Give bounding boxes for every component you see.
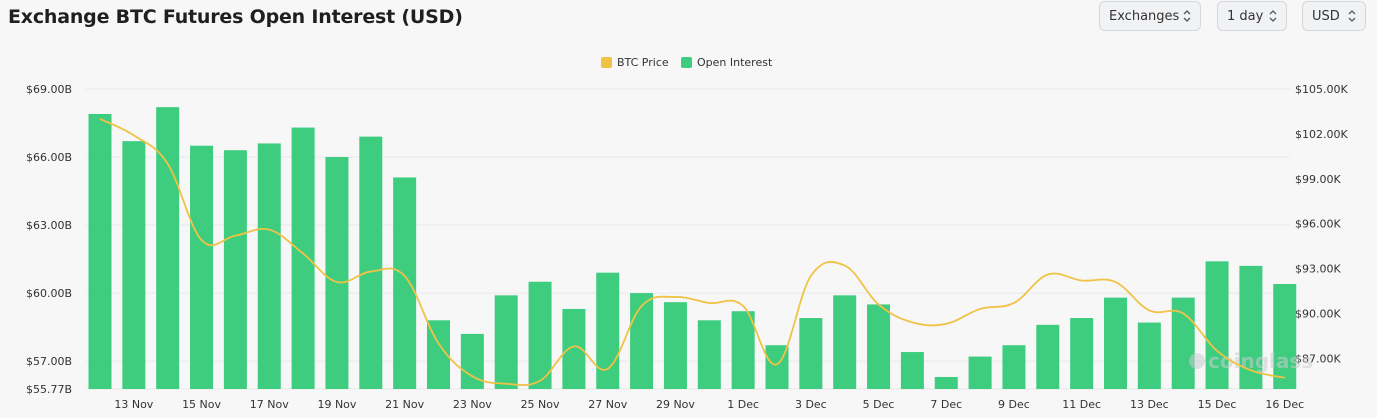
open-interest-bar[interactable] [359,136,383,389]
right-tick-label: $96.00K [1295,218,1341,231]
right-tick-label: $99.00K [1295,173,1341,186]
x-tick-label: 21 Nov [385,398,424,411]
left-tick-label: $63.00B [26,219,72,232]
open-interest-bar[interactable] [1273,284,1297,389]
open-interest-bar[interactable] [1205,261,1229,389]
open-interest-bar[interactable] [1171,297,1195,389]
btc-price-series-line[interactable] [99,118,1285,386]
open-interest-bar[interactable] [799,318,823,389]
open-interest-bar[interactable] [460,333,484,389]
open-interest-bar[interactable] [697,320,721,389]
x-tick-label: 15 Dec [1198,398,1237,411]
chevron-up-down-icon [1269,10,1277,22]
left-tick-label: $66.00B [26,151,72,164]
x-tick-label: 25 Nov [521,398,560,411]
page-title: Exchange BTC Futures Open Interest (USD) [8,6,463,28]
x-axis: 13 Nov 15 Nov 17 Nov 19 Nov 21 Nov 23 Nov 25 N… [114,398,1304,411]
open-interest-bar[interactable] [833,295,857,389]
chevron-up-down-icon [1348,10,1356,22]
open-interest-bar[interactable] [867,304,891,389]
open-interest-bar[interactable] [1070,318,1094,389]
open-interest-bar[interactable] [325,157,349,389]
open-interest-bar[interactable] [1036,324,1060,389]
open-interest-bar[interactable] [528,281,552,389]
open-interest-bar[interactable] [1137,322,1161,389]
open-interest-bar[interactable] [731,311,755,389]
open-interest-bar[interactable] [257,143,281,389]
open-interest-bar[interactable] [427,320,450,389]
open-interest-bar[interactable] [900,352,924,389]
btc-price-line [99,118,1285,386]
exchanges-select[interactable]: Exchanges [1099,1,1201,31]
left-axis: $69.00B $66.00B $63.00B $60.00B $57.00B $55.7… [26,83,72,396]
x-tick-label: 29 Nov [656,398,695,411]
left-tick-label: $60.00B [26,287,72,300]
open-interest-bar[interactable] [934,376,958,389]
open-interest-bar[interactable] [562,308,586,389]
open-interest-bar[interactable] [494,295,518,389]
right-tick-label: $93.00K [1295,263,1341,276]
x-tick-label: 19 Nov [317,398,356,411]
open-interest-bar[interactable] [1239,265,1263,389]
x-tick-label: 11 Dec [1062,398,1101,411]
open-interest-bar[interactable] [1002,345,1026,389]
legend-label-btc-price: BTC Price [617,56,669,69]
open-interest-bar[interactable] [393,177,417,389]
interval-select-label: 1 day [1227,8,1264,24]
exchanges-select-label: Exchanges [1109,8,1180,24]
open-interest-bar[interactable] [291,127,315,389]
right-tick-label: $102.00K [1295,128,1348,141]
x-tick-label: 5 Dec [863,398,895,411]
open-interest-bar[interactable] [968,356,992,389]
x-tick-label: 7 Dec [930,398,962,411]
right-tick-label: $90.00K [1295,307,1341,320]
open-interest-bar[interactable] [596,272,620,389]
x-tick-label: 23 Nov [453,398,492,411]
open-interest-bar[interactable] [223,150,247,389]
right-tick-label: $105.00K [1295,83,1348,96]
open-interest-bar[interactable] [1104,297,1127,389]
left-tick-label: $55.77B [26,383,72,396]
right-tick-label: $87.00K [1295,352,1341,365]
watermark: coinglass [1189,349,1313,373]
legend-swatch-open-interest [681,57,692,68]
left-tick-label: $69.00B [26,83,72,96]
interval-select[interactable]: 1 day [1217,1,1287,31]
x-tick-label: 16 Dec [1265,398,1304,411]
open-interest-bar[interactable] [122,141,146,389]
open-interest-bar[interactable] [663,302,687,389]
x-tick-label: 9 Dec [998,398,1030,411]
x-tick-label: 13 Nov [114,398,153,411]
left-tick-label: $57.00B [26,355,72,368]
open-interest-bar[interactable] [630,293,654,389]
chevron-up-down-icon [1183,10,1191,22]
open-interest-bar[interactable] [190,145,214,389]
x-tick-label: 27 Nov [588,398,627,411]
x-tick-label: 17 Nov [250,398,289,411]
right-axis: $105.00K $102.00K $99.00K $96.00K $93.00K $90… [1295,83,1348,365]
x-tick-label: 1 Dec [727,398,759,411]
x-tick-label: 13 Dec [1130,398,1169,411]
x-tick-label: 15 Nov [182,398,221,411]
currency-select[interactable]: USD [1302,1,1366,31]
currency-select-label: USD [1312,8,1340,24]
x-tick-label: 3 Dec [795,398,827,411]
open-interest-bar[interactable] [156,107,180,389]
watermark-text: coinglass [1208,349,1313,373]
open-interest-bars [88,107,1297,390]
legend-label-open-interest: Open Interest [697,56,773,69]
chart-legend[interactable]: BTC Price Open Interest [601,56,773,69]
coinglass-logo-icon [1189,353,1205,369]
legend-swatch-btc-price [601,57,612,68]
open-interest-bar[interactable] [88,113,112,390]
